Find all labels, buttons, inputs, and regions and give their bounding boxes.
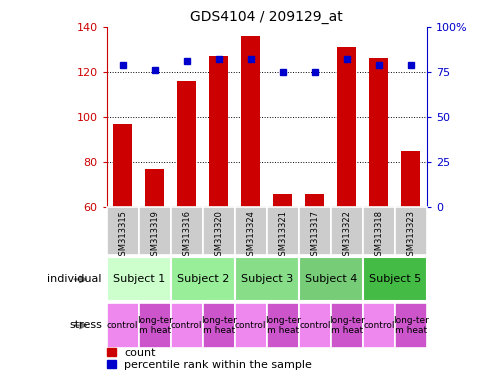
Bar	[113, 124, 132, 207]
Bar	[170, 257, 234, 301]
Bar	[234, 303, 266, 348]
Text: Subject 1: Subject 1	[112, 274, 165, 285]
Bar	[202, 303, 234, 348]
Text: long-ter
m heat: long-ter m heat	[392, 316, 428, 335]
Text: long-ter
m heat: long-ter m heat	[136, 316, 172, 335]
Bar	[394, 207, 426, 255]
Bar	[266, 303, 298, 348]
Bar	[145, 169, 164, 207]
Legend: count, percentile rank within the sample: count, percentile rank within the sample	[106, 348, 312, 370]
Bar	[330, 303, 362, 348]
Text: GSM313323: GSM313323	[406, 210, 414, 261]
Bar	[330, 207, 362, 255]
Bar	[368, 58, 388, 207]
Bar	[362, 257, 426, 301]
Bar	[298, 207, 330, 255]
Text: control: control	[235, 321, 266, 330]
Bar	[234, 257, 298, 301]
Text: stress: stress	[69, 320, 102, 331]
Bar	[106, 303, 138, 348]
Bar	[362, 207, 394, 255]
Text: GSM313324: GSM313324	[246, 210, 255, 261]
Bar	[298, 303, 330, 348]
Bar	[272, 194, 292, 207]
Bar	[234, 207, 266, 255]
Text: individual: individual	[47, 274, 102, 285]
Text: Subject 5: Subject 5	[368, 274, 420, 285]
Bar	[177, 81, 196, 207]
Text: GSM313316: GSM313316	[182, 210, 191, 261]
Text: Subject 3: Subject 3	[240, 274, 292, 285]
Text: GSM313315: GSM313315	[118, 210, 127, 261]
Bar	[138, 303, 170, 348]
Text: long-ter
m heat: long-ter m heat	[200, 316, 236, 335]
Bar	[304, 194, 324, 207]
Bar	[202, 207, 234, 255]
Title: GDS4104 / 209129_at: GDS4104 / 209129_at	[190, 10, 342, 25]
Text: control: control	[299, 321, 330, 330]
Bar	[336, 47, 356, 207]
Text: control: control	[171, 321, 202, 330]
Bar	[394, 303, 426, 348]
Bar	[209, 56, 228, 207]
Text: control: control	[107, 321, 138, 330]
Bar	[400, 151, 420, 207]
Bar	[266, 207, 298, 255]
Bar	[298, 257, 362, 301]
Bar	[241, 36, 260, 207]
Text: GSM313318: GSM313318	[374, 210, 382, 261]
Text: GSM313321: GSM313321	[278, 210, 287, 261]
Bar	[106, 257, 170, 301]
Text: long-ter
m heat: long-ter m heat	[264, 316, 300, 335]
Text: GSM313317: GSM313317	[310, 210, 318, 261]
Text: Subject 2: Subject 2	[176, 274, 228, 285]
Text: control: control	[363, 321, 393, 330]
Bar	[106, 207, 138, 255]
Bar	[170, 207, 202, 255]
Text: GSM313320: GSM313320	[214, 210, 223, 261]
Text: Subject 4: Subject 4	[304, 274, 356, 285]
Bar	[170, 303, 202, 348]
Text: GSM313322: GSM313322	[342, 210, 350, 261]
Text: GSM313319: GSM313319	[150, 210, 159, 261]
Bar	[138, 207, 170, 255]
Text: long-ter
m heat: long-ter m heat	[328, 316, 364, 335]
Bar	[362, 303, 394, 348]
